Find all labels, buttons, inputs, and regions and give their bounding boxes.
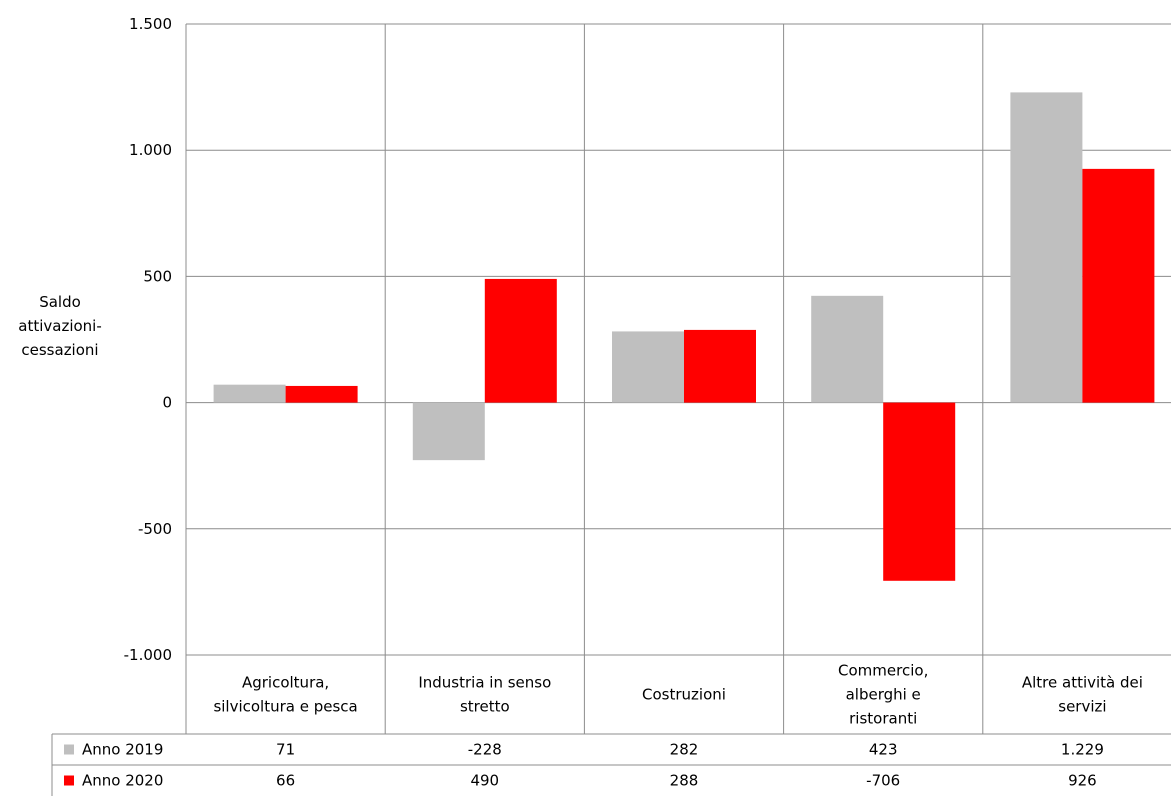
y-tick-label: -1.000 bbox=[124, 646, 172, 664]
bar bbox=[883, 402, 956, 581]
category-label: Costruzioni bbox=[642, 686, 726, 704]
bar bbox=[811, 295, 884, 403]
data-table: Anno 2019 71 -228 282 423 1.229 Anno 2020 66 490… bbox=[51, 733, 1171, 796]
legend-series-name: Anno 2020 bbox=[82, 772, 163, 790]
table-value: 66 bbox=[276, 772, 295, 790]
legend-swatch bbox=[64, 744, 74, 755]
y-tick-label: -500 bbox=[138, 520, 172, 538]
table-value: 288 bbox=[670, 772, 699, 790]
y-tick-label: 1.500 bbox=[129, 15, 172, 33]
bar bbox=[612, 331, 684, 403]
y-tick-label: 0 bbox=[162, 394, 172, 412]
category-label: alberghi e bbox=[846, 686, 921, 704]
bar bbox=[1082, 168, 1155, 403]
chart-frame bbox=[185, 24, 984, 734]
category-label: Agricoltura, bbox=[242, 674, 329, 692]
y-tick-label: 1.000 bbox=[129, 141, 172, 159]
category-label: silvicoltura e pesca bbox=[213, 698, 357, 716]
bars bbox=[213, 92, 1155, 581]
y-axis-label: Saldo attivazioni-cessazioni bbox=[18, 293, 102, 359]
table-value: 282 bbox=[670, 741, 699, 759]
gridlines bbox=[186, 23, 1171, 656]
y-tick-labels: 1.500 1.000 500 0 -500 -1.000 bbox=[124, 15, 172, 664]
bar bbox=[412, 402, 485, 461]
y-axis-label-line: attivazioni- bbox=[18, 317, 102, 335]
table-value: 423 bbox=[869, 741, 898, 759]
category-label: Altre attività dei bbox=[1022, 674, 1143, 692]
table-value: -228 bbox=[468, 741, 502, 759]
category-label: Commercio, bbox=[838, 662, 928, 680]
table-value: 490 bbox=[470, 772, 499, 790]
legend-swatch bbox=[64, 775, 74, 786]
y-tick-label: 500 bbox=[143, 267, 172, 285]
y-axis-label-line: cessazioni bbox=[21, 341, 98, 359]
bar bbox=[213, 384, 286, 403]
bar bbox=[1010, 92, 1083, 403]
table-value: 71 bbox=[276, 741, 295, 759]
category-label: servizi bbox=[1058, 698, 1106, 716]
category-labels: Agricoltura, silvicoltura e pesca Industri… bbox=[213, 662, 1142, 728]
category-label: stretto bbox=[460, 698, 510, 716]
bar bbox=[684, 329, 756, 403]
table-value: -706 bbox=[866, 772, 900, 790]
table-value: 926 bbox=[1068, 772, 1097, 790]
bar bbox=[484, 278, 557, 403]
category-label: Industria in senso bbox=[418, 674, 551, 692]
y-axis-label-line: Saldo bbox=[39, 293, 81, 311]
category-label: ristoranti bbox=[849, 710, 917, 728]
bar bbox=[285, 385, 358, 403]
table-value: 1.229 bbox=[1061, 741, 1104, 759]
legend-series-name: Anno 2019 bbox=[82, 741, 163, 759]
